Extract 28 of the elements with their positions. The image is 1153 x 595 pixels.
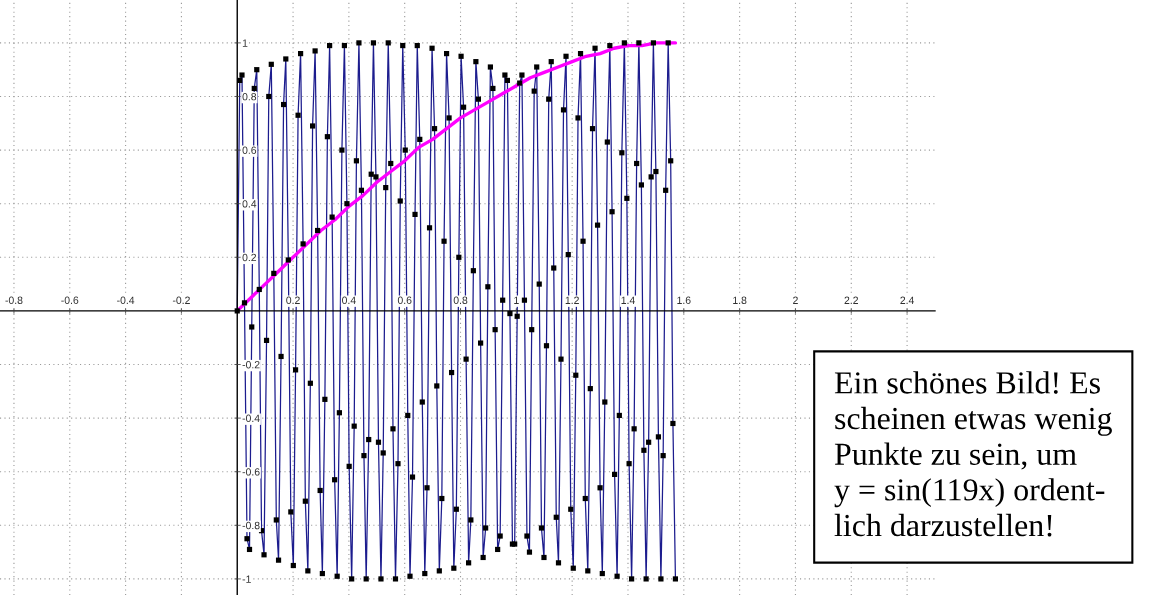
x-tick-label: 1.6	[677, 296, 691, 304]
x-tick-label: 1.4	[621, 296, 635, 304]
y-tick-label: 0.4	[242, 200, 257, 208]
x-tick-label: 2	[793, 296, 798, 304]
y-tick-label: -0.2	[242, 361, 260, 369]
x-tick-label: -0.8	[5, 296, 23, 304]
y-tick-label: -1	[242, 575, 251, 583]
x-tick-label: 2.4	[900, 296, 915, 304]
x-tick-label: 2.2	[844, 296, 858, 304]
x-tick-label: 1.2	[565, 296, 579, 304]
x-tick-label: 1	[514, 296, 519, 304]
x-tick-label: -0.6	[61, 296, 79, 304]
x-tick-label: 0.6	[397, 296, 412, 304]
y-tick-label: 1	[242, 39, 248, 47]
y-tick-label: 0.2	[242, 253, 257, 262]
y-tick-label: -0.8	[242, 521, 260, 530]
line-series	[235, 41, 678, 313]
x-tick-label: -0.2	[172, 296, 190, 304]
x-tick-label: 0.2	[286, 296, 300, 304]
y-tick-label: 0.8	[242, 92, 257, 101]
x-tick-label: 0.8	[453, 296, 468, 304]
annotation: Ein schönes Bild! Es scheinen etwas wenig Punkte zu sein, um y = sin(119x) ordent- lich darzustellen!	[834, 371, 1112, 537]
x-tick-label: -0.4	[117, 296, 135, 304]
y-tick-label: -0.4	[242, 414, 260, 422]
x-tick-label: 0.4	[342, 296, 356, 304]
y-tick-label: 0.6	[242, 146, 257, 154]
y-tick-label: -0.6	[242, 468, 260, 476]
x-tick-label: 1.8	[733, 296, 747, 304]
